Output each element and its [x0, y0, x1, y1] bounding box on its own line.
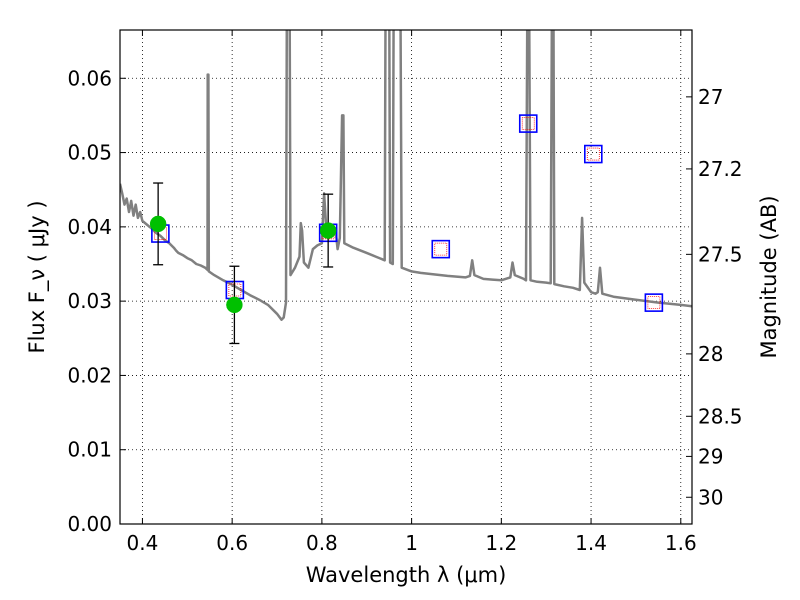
observed-photometry-point: [149, 215, 167, 233]
y-axis-right-label: Magnitude (AB): [757, 195, 781, 358]
y-axis-right: 27 27.2 27.5 28 28.5 29 30: [686, 85, 743, 509]
y-axis: 0.00 0.01 0.02 0.03 0.04 0.05 0.06: [67, 66, 126, 536]
y-tick-label: 0.06: [67, 66, 112, 90]
x-tick-label: 0.6: [216, 531, 248, 555]
model-photometry-inner: [647, 296, 661, 310]
model-photometry-inner: [434, 242, 448, 256]
y-tick-label: 0.01: [67, 438, 112, 462]
x-tick-label: 1.4: [575, 531, 607, 555]
y-axis-label: Flux F_ν ( μJy ): [25, 200, 50, 353]
y-tick-label: 0.00: [67, 512, 112, 536]
y-right-tick-label: 27: [698, 85, 723, 109]
model-photometry-inner: [521, 117, 535, 130]
x-tick-label: 1: [405, 531, 418, 555]
model-photometry-square: [644, 293, 664, 312]
y-tick-label: 0.03: [67, 289, 112, 313]
y-tick-label: 0.02: [67, 363, 112, 387]
model-photometry-square: [584, 144, 603, 164]
x-axis: 0.4 0.6 0.8 1 1.2 1.4 1.6: [127, 30, 697, 555]
x-tick-label: 1.6: [665, 531, 697, 555]
y-tick-label: 0.04: [67, 215, 112, 239]
model-photometry-inner: [586, 147, 600, 161]
y-right-tick-label: 29: [698, 444, 723, 468]
plot-background: [120, 30, 692, 524]
y-tick-label: 0.05: [67, 141, 112, 165]
y-right-tick-label: 27.2: [698, 157, 743, 181]
x-axis-label: Wavelength λ (μm): [306, 563, 507, 587]
x-tick-label: 0.4: [127, 531, 159, 555]
model-photometry-square: [518, 114, 538, 133]
y-right-tick-label: 28: [698, 342, 723, 366]
plot-frame: [119, 29, 693, 525]
x-tick-label: 1.2: [485, 531, 517, 555]
x-tick-label: 0.8: [306, 531, 338, 555]
observed-photometry-point: [319, 222, 337, 239]
observed-photometry-point: [226, 296, 243, 314]
y-right-tick-label: 30: [698, 485, 723, 509]
y-right-tick-label: 27.5: [698, 242, 743, 266]
plot-area: [120, 30, 692, 345]
y-right-tick-label: 28.5: [698, 404, 743, 428]
model-photometry-square: [431, 239, 451, 259]
